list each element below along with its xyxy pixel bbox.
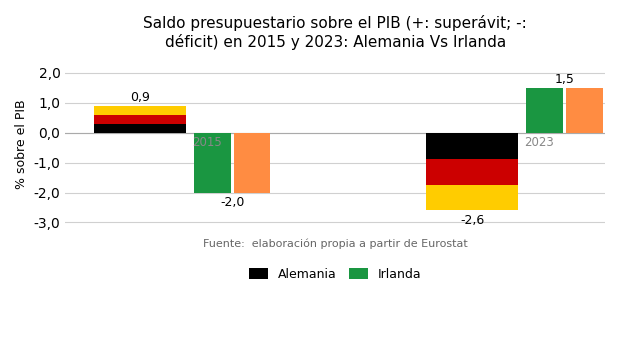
Text: -2,0: -2,0 <box>220 196 244 209</box>
Text: 0,9: 0,9 <box>130 91 150 103</box>
Bar <box>94 124 185 133</box>
Bar <box>94 106 185 115</box>
Bar <box>234 133 270 192</box>
Text: 1,5: 1,5 <box>554 73 574 85</box>
Bar <box>194 133 231 192</box>
Bar <box>427 133 518 158</box>
Bar <box>94 115 185 124</box>
Title: Saldo presupuestario sobre el PIB (+: superávit; -:
déficit) en 2015 y 2023: Ale: Saldo presupuestario sobre el PIB (+: su… <box>143 15 527 50</box>
Text: 2023: 2023 <box>525 136 554 149</box>
Bar <box>566 88 603 133</box>
Bar <box>427 185 518 210</box>
Text: -2,6: -2,6 <box>460 214 484 227</box>
Bar <box>427 158 518 185</box>
Text: 2015: 2015 <box>192 136 222 149</box>
Y-axis label: % sobre el PIB: % sobre el PIB <box>15 100 28 190</box>
Bar <box>526 88 563 133</box>
X-axis label: Fuente:  elaboración propia a partir de Eurostat: Fuente: elaboración propia a partir de E… <box>203 238 467 249</box>
Legend: Alemania, Irlanda: Alemania, Irlanda <box>244 263 427 286</box>
